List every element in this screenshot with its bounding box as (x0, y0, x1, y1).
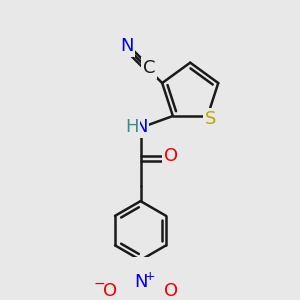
Text: C: C (143, 59, 155, 77)
Text: O: O (164, 282, 178, 300)
Text: N: N (134, 118, 147, 136)
Text: H: H (125, 118, 138, 136)
Text: −: − (94, 277, 105, 291)
Text: S: S (205, 110, 216, 128)
Text: +: + (144, 270, 155, 283)
Text: N: N (134, 273, 147, 291)
Text: O: O (164, 147, 178, 165)
Text: O: O (103, 282, 117, 300)
Text: N: N (120, 37, 134, 55)
